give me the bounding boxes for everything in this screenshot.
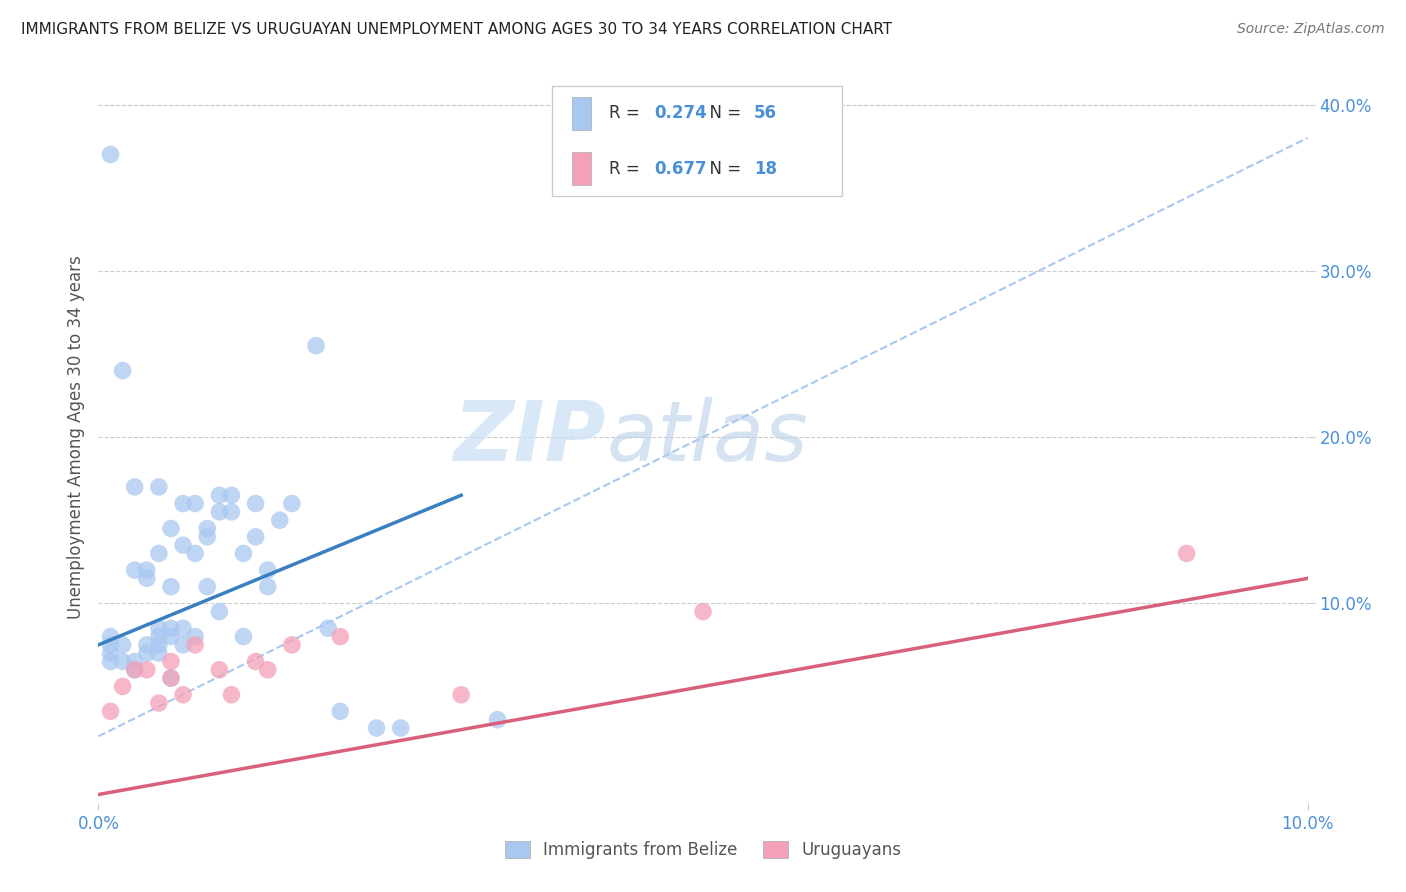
Text: 0.274: 0.274 — [655, 104, 707, 122]
Point — [329, 705, 352, 719]
Point — [148, 696, 170, 710]
Point — [305, 338, 328, 352]
Text: N =: N = — [699, 160, 747, 178]
FancyBboxPatch shape — [572, 152, 591, 185]
Point — [160, 521, 183, 535]
Point — [256, 580, 278, 594]
Point — [172, 497, 194, 511]
Point — [245, 530, 267, 544]
Point — [135, 563, 157, 577]
Point — [256, 563, 278, 577]
Text: Source: ZipAtlas.com: Source: ZipAtlas.com — [1237, 22, 1385, 37]
Point — [148, 638, 170, 652]
Point — [100, 646, 122, 660]
Point — [208, 488, 231, 502]
Point — [269, 513, 291, 527]
Point — [124, 655, 146, 669]
Point — [148, 646, 170, 660]
Point — [486, 713, 509, 727]
Point — [100, 705, 122, 719]
Text: 56: 56 — [754, 104, 776, 122]
FancyBboxPatch shape — [551, 86, 842, 195]
Point — [316, 621, 339, 635]
Point — [184, 546, 207, 560]
Point — [100, 655, 122, 669]
Point — [329, 630, 352, 644]
Point — [124, 663, 146, 677]
Point — [124, 480, 146, 494]
Point — [221, 688, 243, 702]
Point — [160, 580, 183, 594]
Text: ZIP: ZIP — [454, 397, 606, 477]
Y-axis label: Unemployment Among Ages 30 to 34 years: Unemployment Among Ages 30 to 34 years — [66, 255, 84, 619]
Point — [232, 546, 254, 560]
Point — [184, 497, 207, 511]
Point — [232, 630, 254, 644]
Point — [148, 621, 170, 635]
Text: 0.677: 0.677 — [655, 160, 707, 178]
Point — [195, 521, 218, 535]
Point — [124, 563, 146, 577]
Point — [366, 721, 388, 735]
Point — [450, 688, 472, 702]
Point — [160, 630, 183, 644]
FancyBboxPatch shape — [572, 97, 591, 130]
Point — [148, 546, 170, 560]
Point — [160, 621, 183, 635]
Text: R =: R = — [609, 104, 645, 122]
Text: R =: R = — [609, 160, 645, 178]
Point — [184, 638, 207, 652]
Text: 18: 18 — [754, 160, 776, 178]
Point — [135, 571, 157, 585]
Point — [195, 580, 218, 594]
Point — [256, 663, 278, 677]
Point — [1175, 546, 1198, 560]
Point — [245, 655, 267, 669]
Point — [111, 363, 134, 377]
Point — [135, 663, 157, 677]
Point — [100, 147, 122, 161]
Legend: Immigrants from Belize, Uruguayans: Immigrants from Belize, Uruguayans — [496, 833, 910, 868]
Text: N =: N = — [699, 104, 747, 122]
Point — [195, 530, 218, 544]
Point — [692, 605, 714, 619]
Point — [135, 638, 157, 652]
Text: IMMIGRANTS FROM BELIZE VS URUGUAYAN UNEMPLOYMENT AMONG AGES 30 TO 34 YEARS CORRE: IMMIGRANTS FROM BELIZE VS URUGUAYAN UNEM… — [21, 22, 893, 37]
Point — [148, 630, 170, 644]
Text: atlas: atlas — [606, 397, 808, 477]
Point — [111, 655, 134, 669]
Point — [208, 663, 231, 677]
Point — [160, 671, 183, 685]
Point — [184, 630, 207, 644]
Point — [160, 671, 183, 685]
Point — [111, 638, 134, 652]
Point — [172, 638, 194, 652]
Point — [281, 638, 304, 652]
Point — [100, 638, 122, 652]
Point — [208, 505, 231, 519]
Point — [172, 688, 194, 702]
Point — [148, 480, 170, 494]
Point — [221, 488, 243, 502]
Point — [111, 680, 134, 694]
Point — [172, 538, 194, 552]
Point — [172, 621, 194, 635]
Point — [208, 605, 231, 619]
Point — [389, 721, 412, 735]
Point — [124, 663, 146, 677]
Point — [160, 655, 183, 669]
Point — [100, 630, 122, 644]
Point — [135, 646, 157, 660]
Point — [245, 497, 267, 511]
Point — [281, 497, 304, 511]
Point — [221, 505, 243, 519]
